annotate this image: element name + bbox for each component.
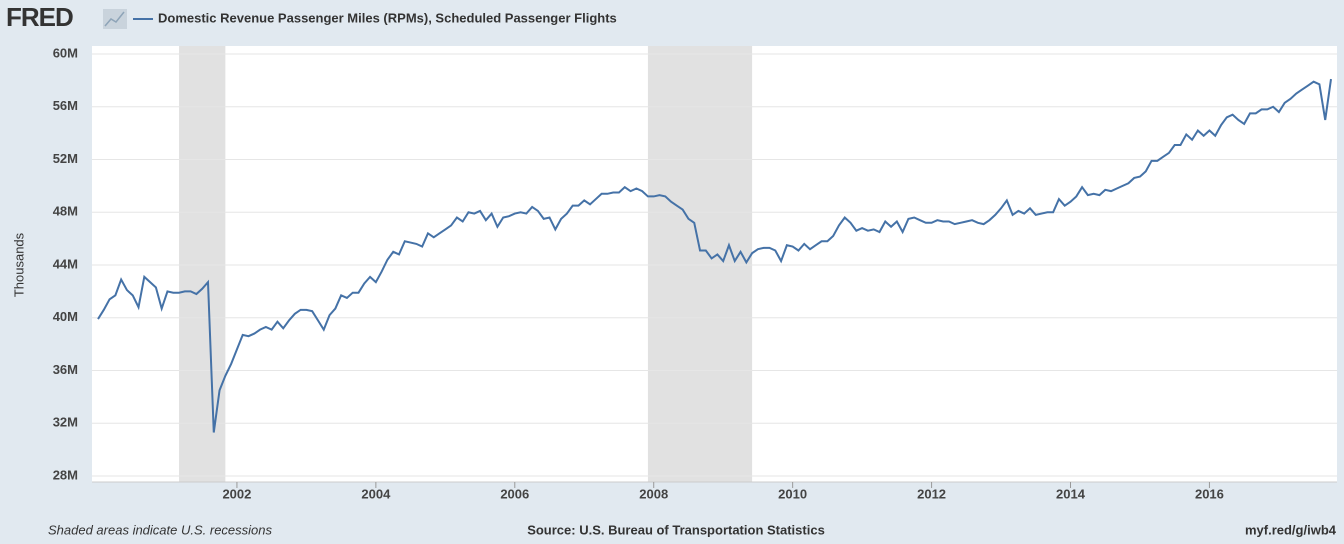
x-tick-label: 2012 (917, 486, 946, 501)
y-tick-label: 48M (53, 204, 78, 219)
y-tick-label: 40M (53, 309, 78, 324)
x-tick-label: 2016 (1195, 486, 1224, 501)
y-tick-label: 36M (53, 362, 78, 377)
x-tick-label: 2010 (778, 486, 807, 501)
logo: FRED (6, 2, 73, 32)
y-tick-label: 60M (53, 45, 78, 60)
data-line (97, 78, 1332, 433)
x-tick-label: 2008 (639, 486, 668, 501)
x-tick-label: 2004 (361, 486, 391, 501)
legend-label: Domestic Revenue Passenger Miles (RPMs),… (158, 10, 617, 25)
y-tick-label: 44M (53, 256, 78, 271)
y-tick-label: 28M (53, 467, 78, 482)
x-tick-label: 2002 (222, 486, 251, 501)
recession-band (179, 46, 226, 482)
recession-band (647, 46, 753, 482)
y-tick-label: 56M (53, 98, 78, 113)
link[interactable]: myf.red/g/iwb4 (1245, 522, 1337, 537)
source: Source: U.S. Bureau of Transportation St… (527, 522, 825, 537)
y-axis-label: Thousands (11, 232, 26, 297)
x-tick-label: 2006 (500, 486, 529, 501)
y-tick-label: 52M (53, 151, 78, 166)
note: Shaded areas indicate U.S. recessions (48, 522, 273, 537)
logo-icon (103, 9, 127, 29)
x-tick-label: 2014 (1056, 486, 1086, 501)
y-tick-label: 32M (53, 415, 78, 430)
